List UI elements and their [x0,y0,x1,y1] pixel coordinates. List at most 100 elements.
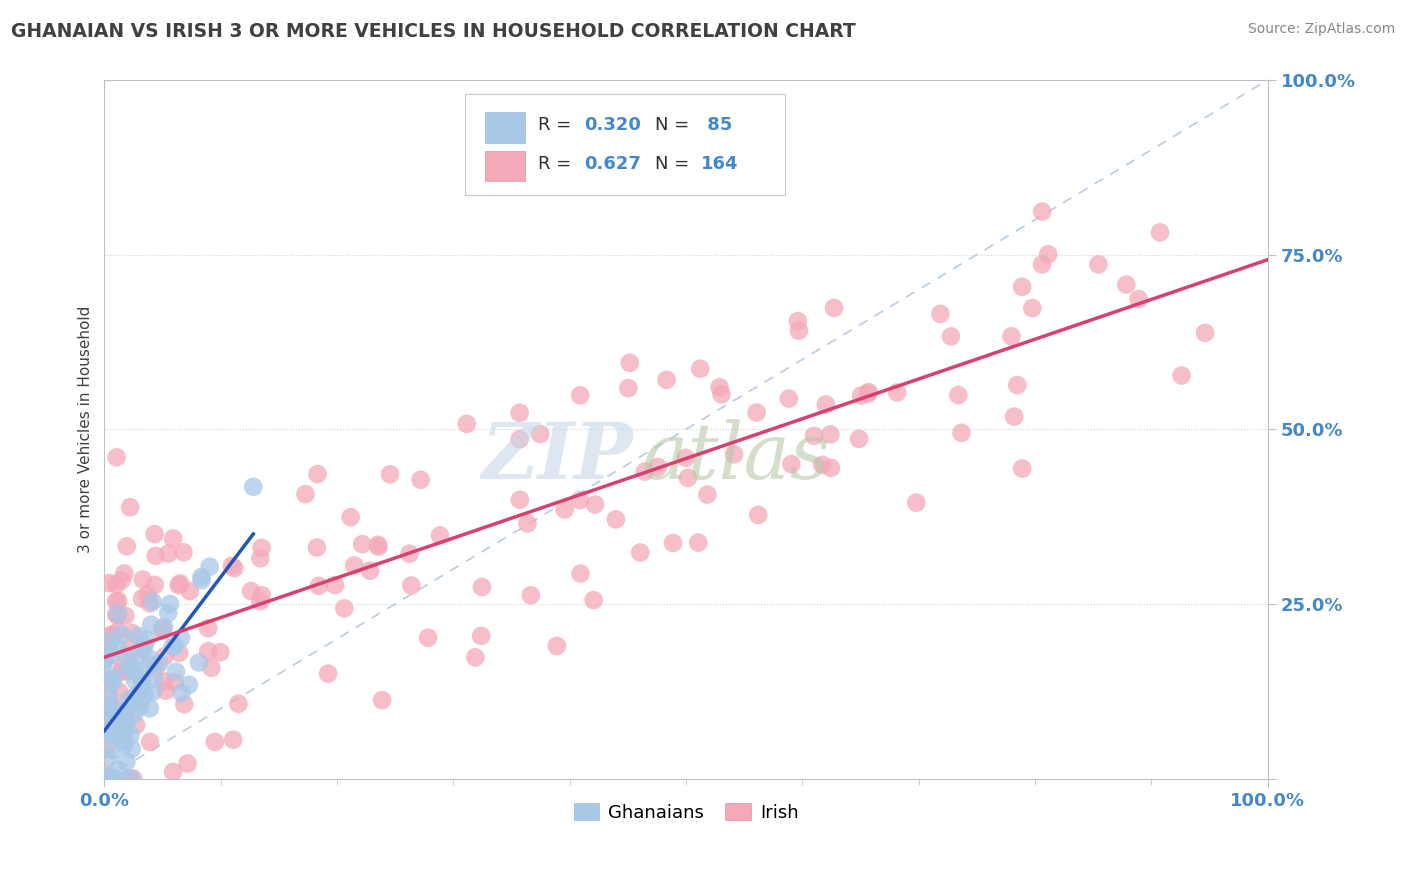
Point [169,576,191,591]
Point [333,601,356,615]
Point [820,427,842,442]
Point [134,639,156,653]
Point [307,467,329,482]
Point [163,640,186,654]
Point [619,356,641,370]
Point [509,406,531,420]
Point [94,674,117,689]
Point [786,314,808,328]
Point [118,692,141,706]
Point [159,597,181,611]
Point [132,642,155,657]
Point [124,650,146,665]
Point [112,734,135,748]
Point [107,624,129,639]
Text: 164: 164 [702,155,738,173]
Point [94,741,117,756]
Point [401,578,423,592]
Point [688,535,710,549]
Point [179,584,201,599]
Point [121,626,143,640]
Point [115,539,138,553]
Point [745,405,768,419]
Point [409,473,432,487]
Point [105,728,128,742]
Point [94,708,117,723]
Point [112,720,135,734]
Point [143,578,166,592]
Point [100,772,122,786]
Point [110,627,132,641]
Text: atlas: atlas [641,419,831,495]
Point [242,480,264,494]
Point [127,688,149,702]
Point [103,715,125,730]
Point [98,690,121,704]
Point [1170,368,1192,383]
Point [177,678,200,692]
Point [167,646,190,660]
Point [120,500,142,515]
Point [100,707,122,722]
Point [93,654,115,668]
Point [1031,257,1053,271]
Point [115,715,138,730]
Point [129,693,152,707]
Point [129,683,152,698]
Point [176,756,198,771]
Point [111,723,134,737]
Point [139,652,162,666]
Point [107,763,129,777]
Point [323,578,346,592]
Point [110,665,132,679]
Point [371,693,394,707]
Point [780,457,803,471]
Point [105,594,128,608]
Point [98,698,121,713]
Point [569,566,592,581]
Point [367,540,389,554]
Point [107,608,129,623]
Point [98,727,121,741]
Point [162,640,184,654]
Point [101,627,124,641]
Point [96,770,118,784]
Point [294,487,316,501]
FancyBboxPatch shape [485,151,526,181]
Text: Source: ZipAtlas.com: Source: ZipAtlas.com [1247,22,1395,37]
Point [188,656,211,670]
Point [115,706,138,720]
Point [122,664,145,678]
Point [142,594,165,608]
Point [339,510,361,524]
Point [107,641,129,656]
Point [747,508,769,522]
Text: N =: N = [655,155,695,173]
Point [150,622,173,636]
Point [145,549,167,563]
Point [131,591,153,606]
Point [471,580,494,594]
Point [124,707,146,722]
Point [122,690,145,705]
Point [378,467,401,482]
Point [470,629,492,643]
Point [849,388,872,402]
Point [124,663,146,677]
Point [1011,280,1033,294]
Point [136,632,159,647]
Point [142,685,165,699]
Point [948,388,970,402]
Point [131,691,153,706]
FancyBboxPatch shape [485,112,526,143]
Point [153,620,176,634]
Point [172,545,194,559]
Point [162,764,184,779]
Point [250,588,273,602]
Point [131,672,153,686]
Point [97,751,120,765]
Point [101,669,124,683]
Point [100,772,122,786]
Point [569,388,592,402]
Point [134,687,156,701]
